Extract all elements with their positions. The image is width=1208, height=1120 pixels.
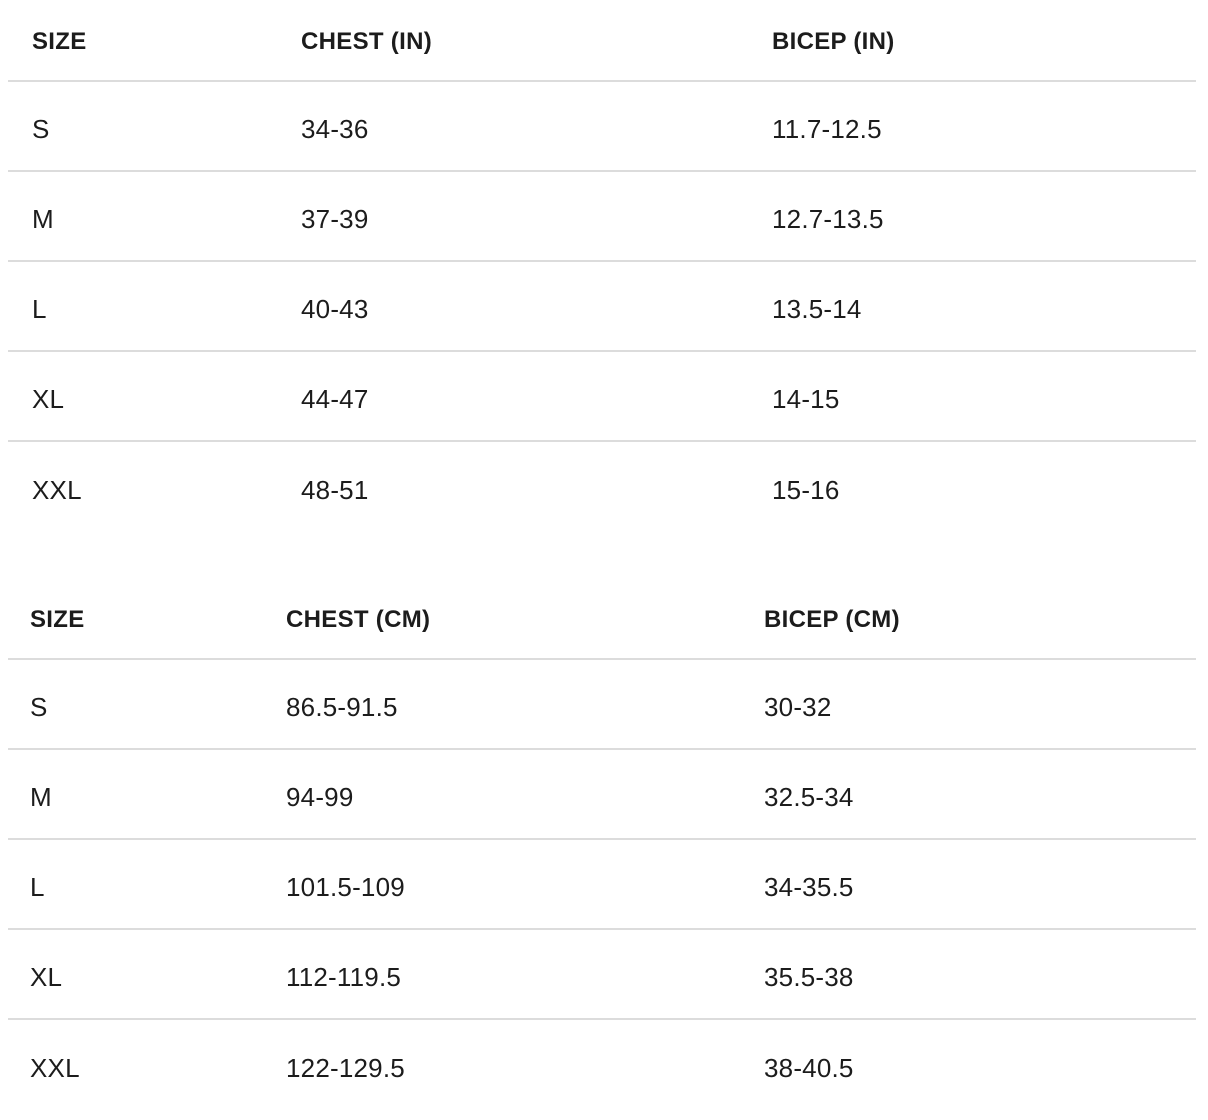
column-header-size: SIZE xyxy=(8,0,301,82)
table-row-xxl: XXL 122-129.5 38-40.5 xyxy=(8,1020,1196,1110)
cell-size: L xyxy=(8,840,286,930)
cell-bicep: 35.5-38 xyxy=(764,930,1196,1020)
cell-size: S xyxy=(8,82,301,172)
table-row-m: M 37-39 12.7-13.5 xyxy=(8,172,1196,262)
cell-bicep: 15-16 xyxy=(772,474,840,505)
cell-size: XXL xyxy=(32,474,82,505)
cell-bicep: 34-35.5 xyxy=(764,840,1196,930)
cell-size: XL xyxy=(8,930,286,1020)
column-header-chest-cm: CHEST (CM) xyxy=(286,578,764,660)
cell-bicep: 13.5-14 xyxy=(772,262,1196,352)
column-header-chest-in: CHEST (IN) xyxy=(301,0,772,82)
size-table-centimeters: SIZE CHEST (CM) BICEP (CM) S 86.5-91.5 3… xyxy=(8,578,1196,1110)
cell-size: M xyxy=(8,750,286,840)
header-row-centimeters: SIZE CHEST (CM) BICEP (CM) xyxy=(8,578,1196,660)
table-row-xxl: XXL 48-51 15-16 xyxy=(8,442,1196,532)
cell-bicep: 11.7-12.5 xyxy=(772,82,1196,172)
table-row-m: M 94-99 32.5-34 xyxy=(8,750,1196,840)
cell-bicep: 12.7-13.5 xyxy=(772,172,1196,262)
cell-bicep: 32.5-34 xyxy=(764,750,1196,840)
cell-chest: 34-36 xyxy=(301,82,772,172)
table-row-xl: XL 44-47 14-15 xyxy=(8,352,1196,442)
cell-chest: 122-129.5 xyxy=(286,1052,405,1083)
cell-chest: 37-39 xyxy=(301,172,772,262)
cell-bicep: 38-40.5 xyxy=(764,1052,854,1083)
table-row-s: S 34-36 11.7-12.5 xyxy=(8,82,1196,172)
cell-size: S xyxy=(8,660,286,750)
cell-chest: 94-99 xyxy=(286,750,764,840)
table-row-l: L 101.5-109 34-35.5 xyxy=(8,840,1196,930)
size-table-inches: SIZE CHEST (IN) BICEP (IN) S 34-36 11.7-… xyxy=(8,0,1196,532)
cell-bicep: 14-15 xyxy=(772,352,1196,442)
cell-size: XL xyxy=(8,352,301,442)
cell-chest: 40-43 xyxy=(301,262,772,352)
header-row-inches: SIZE CHEST (IN) BICEP (IN) xyxy=(8,0,1196,82)
cell-chest: 44-47 xyxy=(301,352,772,442)
column-header-bicep-in: BICEP (IN) xyxy=(772,0,1196,82)
cell-chest: 86.5-91.5 xyxy=(286,660,764,750)
cell-chest: 101.5-109 xyxy=(286,840,764,930)
table-row-xl: XL 112-119.5 35.5-38 xyxy=(8,930,1196,1020)
cell-size: L xyxy=(8,262,301,352)
column-header-bicep-cm: BICEP (CM) xyxy=(764,578,1196,660)
cell-size: M xyxy=(8,172,301,262)
cell-bicep: 30-32 xyxy=(764,660,1196,750)
cell-size: XXL xyxy=(30,1052,80,1083)
cell-chest: 112-119.5 xyxy=(286,930,764,1020)
table-row-s: S 86.5-91.5 30-32 xyxy=(8,660,1196,750)
column-header-size: SIZE xyxy=(8,578,286,660)
cell-chest: 48-51 xyxy=(301,474,369,505)
table-row-l: L 40-43 13.5-14 xyxy=(8,262,1196,352)
